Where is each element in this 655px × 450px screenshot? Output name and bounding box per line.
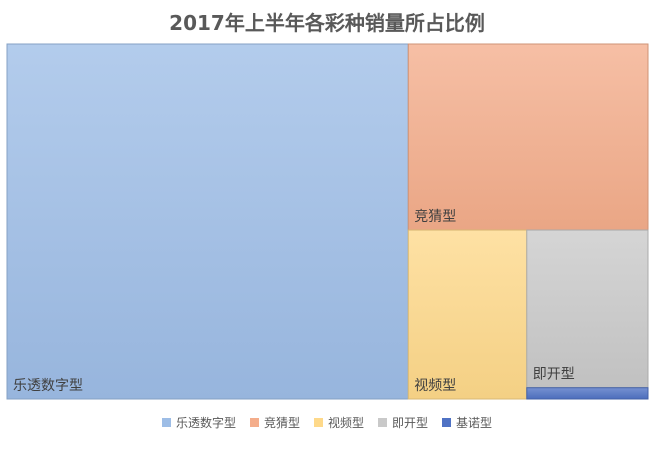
treemap-tile-4 [526,229,649,389]
legend-label-4: 即开型 [392,416,428,430]
legend-swatch-5 [442,418,452,427]
chart-title: 2017年上半年各彩种销量所占比例 [169,11,485,35]
tile-label-3: 视频型 [414,378,456,394]
legend-swatch-3 [313,418,323,427]
legend-label-5: 基诺型 [456,416,492,430]
tile-label-2: 竞猜型 [414,208,456,225]
legend-swatch-4 [378,418,388,427]
chart-legend: 乐透数字型 竞猜型 视频型 即开型 基诺型 [161,415,492,430]
treemap-tile-2 [407,43,649,231]
legend-swatch-2 [249,418,259,427]
legend-label-2: 竞猜型 [264,416,300,430]
treemap-tile-1 [6,43,409,400]
legend-label-3: 视频型 [328,415,364,430]
treemap-tile-3 [407,229,528,400]
legend-label-1: 乐透数字型 [176,415,236,430]
tile-label-4: 即开型 [533,367,575,383]
legend-swatch-1 [161,418,171,427]
tile-label-1: 乐透数字型 [13,378,83,394]
treemap-tile-5 [526,387,649,400]
